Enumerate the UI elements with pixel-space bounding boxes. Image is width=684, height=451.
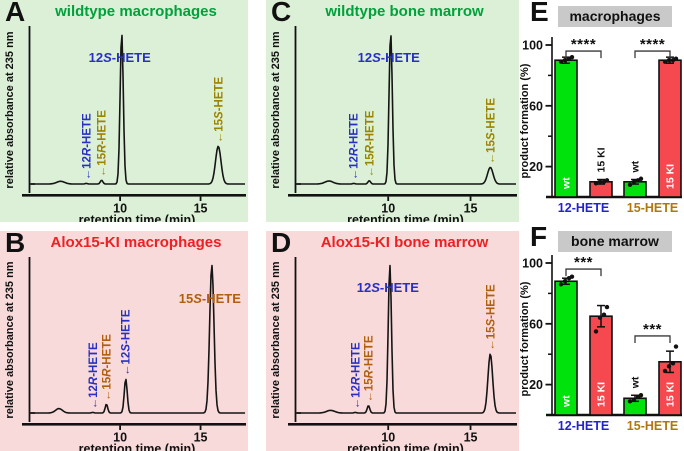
svg-text:product formation (%): product formation (%) (519, 281, 531, 396)
panel-letter: B (5, 231, 26, 258)
svg-text:wt: wt (561, 177, 573, 190)
svg-text:←15S-HETE: ←15S-HETE (485, 98, 497, 165)
svg-text:←12R-HETE: ←12R-HETE (350, 342, 362, 409)
bar-plot: 20 60 100 product formation (%) wt 15 KI **** 1… (519, 36, 682, 215)
panel-title: Alox15-KI macrophages (50, 234, 222, 251)
svg-text:←15R-HETE: ←15R-HETE (97, 110, 109, 177)
svg-text:wt: wt (561, 395, 573, 408)
svg-text:10: 10 (113, 202, 127, 216)
svg-text:12-HETE: 12-HETE (558, 419, 609, 433)
svg-text:****: **** (640, 36, 665, 53)
svg-text:←15S-HETE: ←15S-HETE (485, 284, 497, 351)
svg-text:15: 15 (194, 202, 208, 216)
svg-text:15 KI: 15 KI (665, 382, 677, 407)
svg-text:12S-HETE: 12S-HETE (89, 50, 151, 65)
svg-text:10: 10 (381, 431, 395, 445)
svg-text:20: 20 (529, 378, 543, 392)
panel-letter: F (530, 225, 548, 252)
svg-text:12S-HETE: 12S-HETE (358, 50, 420, 65)
svg-text:10: 10 (113, 431, 127, 445)
svg-text:product formation (%): product formation (%) (519, 63, 531, 178)
svg-text:15 KI: 15 KI (665, 164, 677, 189)
bar-plot: 20 60 100 product formation (%) wt 15 KI *** 12… (519, 254, 682, 433)
svg-text:***: *** (574, 254, 593, 271)
panel-title: wildtype bone marrow (325, 3, 484, 20)
svg-text:retention time (min): retention time (min) (79, 213, 196, 222)
svg-text:←15R-HETE: ←15R-HETE (363, 335, 375, 402)
svg-text:15: 15 (464, 431, 478, 445)
svg-text:←12S-HETE: ←12S-HETE (121, 309, 133, 376)
svg-text:←15R-HETE: ←15R-HETE (101, 334, 113, 401)
panel-c-chromatogram: C wildtype bone marrow 10 15 retention tim… (266, 0, 519, 222)
svg-text:retention time (min): retention time (min) (347, 442, 464, 451)
svg-text:15S-HETE: 15S-HETE (179, 291, 241, 306)
panel-a-chromatogram: A wildtype macrophages 10 15 retention tim… (0, 0, 248, 222)
svg-text:15 KI: 15 KI (596, 382, 608, 407)
svg-text:15 KI: 15 KI (596, 147, 608, 172)
svg-text:wt: wt (630, 376, 642, 389)
svg-text:retention time (min): retention time (min) (347, 213, 464, 222)
svg-text:relative absorbance at 235 nm: relative absorbance at 235 nm (4, 261, 16, 418)
svg-text:←15R-HETE: ←15R-HETE (364, 110, 376, 177)
svg-text:15-HETE: 15-HETE (627, 201, 678, 215)
panel-e-bar-chart: E macrophages 20 60 100 product formation (… (519, 0, 684, 222)
svg-text:relative absorbance at 235 nm: relative absorbance at 235 nm (270, 31, 282, 188)
svg-text:15-HETE: 15-HETE (627, 419, 678, 433)
svg-text:relative absorbance at 235 nm: relative absorbance at 235 nm (270, 261, 282, 418)
panel-title: wildtype macrophages (55, 3, 217, 20)
svg-text:12S-HETE: 12S-HETE (357, 280, 419, 295)
svg-text:←12R-HETE: ←12R-HETE (349, 113, 361, 180)
panel-title: macrophages (558, 6, 672, 27)
svg-text:12-HETE: 12-HETE (558, 201, 609, 215)
svg-text:***: *** (643, 321, 662, 338)
panel-d-chromatogram: D Alox15-KI bone marrow 10 15 retention ti… (266, 231, 519, 451)
panel-f-bar-chart: F bone marrow 20 60 100 product formation (… (519, 225, 684, 451)
panel-letter: E (530, 0, 549, 27)
panel-title: Alox15-KI bone marrow (320, 234, 489, 251)
svg-text:20: 20 (529, 160, 543, 174)
panel-title: bone marrow (558, 231, 672, 252)
panel-b-chromatogram: B Alox15-KI macrophages 10 15 retention ti… (0, 231, 248, 451)
panel-letter: D (271, 231, 292, 258)
svg-text:wt: wt (630, 160, 642, 173)
svg-text:60: 60 (529, 99, 543, 113)
panel-letter: A (5, 0, 26, 27)
svg-text:10: 10 (381, 202, 395, 216)
panel-letter: C (271, 0, 292, 27)
svg-text:100: 100 (522, 257, 543, 271)
svg-text:60: 60 (529, 317, 543, 331)
svg-text:←12R-HETE: ←12R-HETE (88, 342, 100, 409)
svg-text:retention time (min): retention time (min) (79, 442, 196, 451)
svg-text:15: 15 (194, 431, 208, 445)
svg-text:15: 15 (464, 202, 478, 216)
svg-text:100: 100 (522, 39, 543, 53)
svg-text:←12R-HETE: ←12R-HETE (81, 113, 93, 180)
svg-text:****: **** (571, 36, 596, 53)
svg-text:relative absorbance at 235 nm: relative absorbance at 235 nm (4, 31, 16, 188)
svg-text:←15S-HETE: ←15S-HETE (213, 76, 225, 143)
